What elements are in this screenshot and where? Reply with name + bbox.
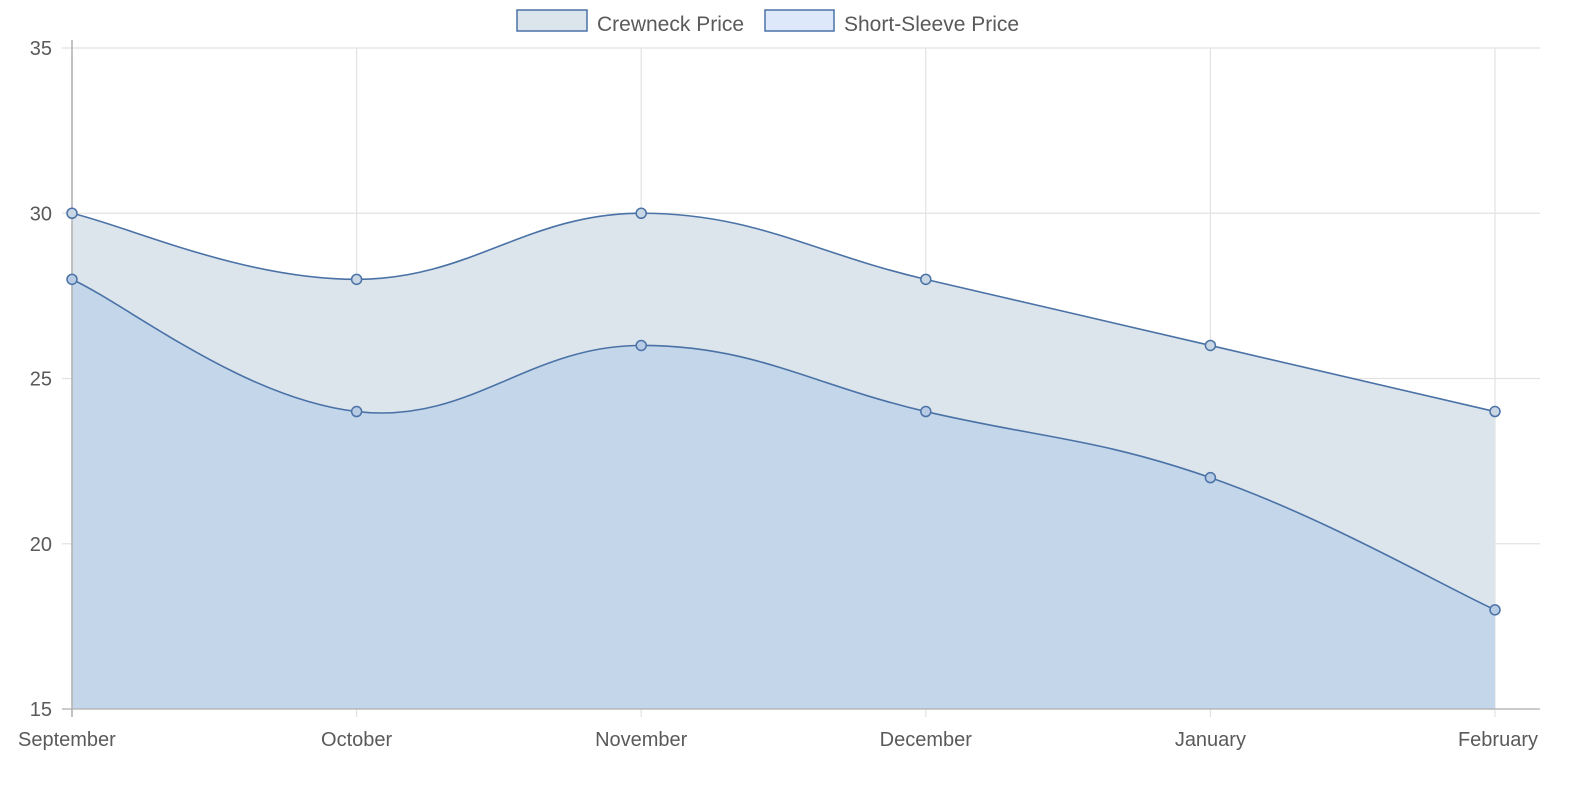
legend-label-crewneck-price: Crewneck Price xyxy=(597,13,744,36)
series-lines xyxy=(71,212,1496,611)
y-tick-label-30: 30 xyxy=(30,203,52,225)
line-short-sleeve-price xyxy=(71,278,1496,611)
legend-swatch-short-sleeve-price xyxy=(764,9,835,32)
legend: Crewneck Price Short-Sleeve Price xyxy=(516,9,1019,36)
series-markers xyxy=(66,207,1501,616)
point-short-sleeve-price-october[interactable] xyxy=(350,405,363,418)
y-axis-tick-labels: 15 20 25 30 35 xyxy=(30,38,52,721)
legend-item-crewneck-price[interactable]: Crewneck Price xyxy=(516,9,744,36)
x-tick-label-september: September xyxy=(18,729,116,751)
legend-label-short-sleeve-price: Short-Sleeve Price xyxy=(844,13,1019,36)
point-short-sleeve-price-february[interactable] xyxy=(1489,604,1501,616)
point-crewneck-price-november[interactable] xyxy=(635,207,647,219)
y-tick-label-20: 20 xyxy=(30,534,52,556)
legend-item-short-sleeve-price[interactable]: Short-Sleeve Price xyxy=(764,9,1019,36)
line-crewneck-price xyxy=(71,212,1496,413)
x-tick-label-december: December xyxy=(880,729,973,751)
point-short-sleeve-price-september[interactable] xyxy=(66,273,78,286)
point-short-sleeve-price-november[interactable] xyxy=(635,339,647,352)
x-tick-label-february: February xyxy=(1458,729,1538,751)
x-tick-label-october: October xyxy=(321,729,392,751)
point-short-sleeve-price-january[interactable] xyxy=(1204,471,1217,484)
series-areas xyxy=(72,213,1495,709)
y-tick-label-25: 25 xyxy=(30,369,52,391)
x-tick-label-january: January xyxy=(1175,729,1246,751)
y-tick-label-15: 15 xyxy=(30,699,52,721)
y-tick-label-35: 35 xyxy=(30,38,52,60)
axes xyxy=(62,40,1540,717)
x-tick-label-november: November xyxy=(595,729,688,751)
point-crewneck-price-october[interactable] xyxy=(350,273,363,286)
legend-swatch-crewneck-price xyxy=(516,9,588,32)
point-short-sleeve-price-december[interactable] xyxy=(920,405,932,418)
point-crewneck-price-september[interactable] xyxy=(66,207,78,219)
point-crewneck-price-february[interactable] xyxy=(1489,405,1501,418)
point-crewneck-price-january[interactable] xyxy=(1204,339,1217,352)
point-crewneck-price-december[interactable] xyxy=(920,273,932,286)
x-axis-tick-labels: September October November December January F… xyxy=(18,729,1538,751)
area-short-sleeve-price xyxy=(72,279,1495,709)
